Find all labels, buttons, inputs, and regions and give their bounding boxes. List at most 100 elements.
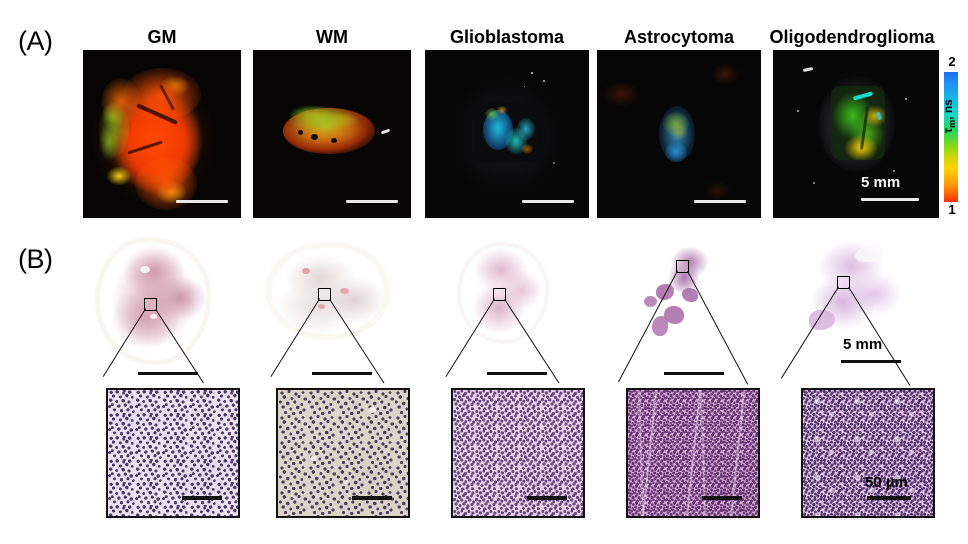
flim-blob	[521, 144, 533, 154]
histology-column-wm	[248, 236, 433, 536]
flim-blob	[671, 124, 687, 140]
colorbar-lifetime: 2 1 τm, ns	[940, 54, 966, 218]
histology-overview-oligodendroglioma	[775, 236, 960, 366]
colorbar-gradient	[944, 72, 958, 202]
scalebar-inset-oligodendroglioma	[867, 496, 911, 500]
scalebar-histology-overview-astrocytoma	[664, 372, 724, 375]
flim-speckle	[531, 72, 533, 74]
column-title-oligodendroglioma: Oligodendroglioma	[769, 27, 935, 47]
flim-image-oligodendroglioma: 5 mm	[773, 50, 939, 218]
scalebar-histology-overview-oligodendroglioma	[841, 360, 901, 363]
inset-fibers	[628, 390, 758, 516]
flim-streak-cyan	[875, 111, 883, 121]
roi-box-glioblastoma	[493, 288, 506, 301]
histology-overview-wm	[248, 236, 433, 366]
flim-tile-glioblastoma	[425, 50, 589, 218]
flim-speckle	[553, 162, 555, 164]
colorbar-axis-unit: , ns	[940, 99, 955, 120]
colorbar-min-label: 1	[948, 202, 956, 217]
panel-label-b: (B)	[18, 244, 53, 274]
scalebar-flim-glioblastoma	[522, 200, 574, 203]
flim-image-astrocytoma	[597, 50, 761, 218]
flim-void	[331, 138, 337, 143]
histology-column-astrocytoma	[600, 236, 785, 536]
scalebar-flim-oligodendroglioma	[861, 198, 919, 201]
flim-texture-streak	[127, 140, 163, 155]
flim-tile-wm	[253, 50, 411, 218]
scalebar-histology-overview-wm	[312, 372, 372, 375]
tissue-fragment	[652, 316, 668, 336]
flim-blob	[497, 106, 507, 114]
flim-blob	[99, 102, 129, 158]
colorbar-axis-subscript: m	[947, 119, 958, 128]
inset-cells	[453, 390, 583, 516]
tissue-outline	[100, 242, 206, 360]
scalebar-label-inset: 50 µm	[865, 474, 908, 491]
histology-column-oligodendroglioma: 5 mm 50 µm	[775, 236, 960, 536]
column-title-wm: WM	[316, 27, 348, 47]
tissue-stain-spot	[318, 304, 325, 309]
histology-inset-astrocytoma	[626, 388, 760, 518]
tissue-fragment	[682, 288, 698, 302]
histology-overview-astrocytoma	[600, 236, 785, 366]
flim-streak-cyan	[852, 91, 874, 101]
scalebar-label-histology-overview: 5 mm	[843, 336, 883, 353]
tissue-stain-spot	[340, 288, 349, 294]
flim-speckle	[543, 80, 545, 82]
scalebar-label-flim: 5 mm	[861, 174, 901, 191]
scalebar-histology-overview-gm	[138, 372, 198, 375]
roi-box-astrocytoma	[676, 260, 689, 273]
column-title-gm: GM	[147, 27, 177, 47]
histology-inset-gm	[106, 388, 240, 518]
histology-inset-glioblastoma	[451, 388, 585, 518]
colorbar-axis-label: τm, ns	[940, 99, 958, 134]
flim-texture-streak	[859, 106, 870, 150]
flim-blob	[665, 142, 687, 162]
histology-column-glioblastoma	[425, 236, 610, 536]
inset-halos	[803, 390, 933, 516]
flim-image-glioblastoma	[425, 50, 589, 218]
tissue-fragment	[664, 306, 684, 324]
colorbar-axis-symbol: τ	[940, 127, 955, 134]
tissue-void	[140, 266, 150, 273]
flim-subframe	[475, 102, 543, 162]
histology-inset-oligodendroglioma: 50 µm	[801, 388, 935, 518]
flim-speckle	[524, 86, 525, 87]
flim-tile-oligodendroglioma: 5 mm	[773, 50, 939, 218]
flim-void	[311, 134, 318, 140]
tissue-stain-spot	[302, 268, 310, 274]
tissue-outline	[461, 246, 545, 340]
tissue-outline	[272, 248, 384, 334]
scalebar-inset-glioblastoma	[527, 496, 567, 500]
flim-image-gm	[83, 50, 241, 218]
histology-overview-gm	[78, 236, 263, 366]
roi-box-gm	[144, 298, 157, 311]
histology-column-gm	[78, 236, 263, 536]
flim-speckle	[905, 98, 907, 100]
flim-blob	[123, 68, 201, 120]
flim-tile-astrocytoma	[597, 50, 761, 218]
scalebar-flim-wm	[346, 200, 398, 203]
flim-void	[298, 130, 303, 135]
tissue-lobe	[809, 310, 835, 330]
scalebar-inset-wm	[352, 496, 392, 500]
histology-inset-wm	[276, 388, 410, 518]
column-title-astrocytoma: Astrocytoma	[623, 27, 735, 47]
scalebar-flim-gm	[176, 200, 228, 203]
histology-overview-glioblastoma	[425, 236, 610, 366]
flim-artifact	[802, 66, 814, 73]
panel-label-a: (A)	[18, 26, 53, 56]
inset-vacuoles	[278, 390, 408, 516]
flim-core	[831, 86, 885, 160]
flim-speckle	[813, 182, 815, 184]
flim-artifact	[380, 128, 391, 135]
flim-tile-gm	[83, 50, 241, 218]
flim-speckle	[797, 110, 799, 112]
column-title-glioblastoma: Glioblastoma	[449, 27, 565, 47]
scalebar-inset-gm	[182, 496, 222, 500]
roi-box-oligodendroglioma	[837, 276, 850, 289]
inset-cells	[108, 390, 238, 516]
roi-box-wm	[318, 288, 331, 301]
flim-blob	[289, 106, 355, 132]
